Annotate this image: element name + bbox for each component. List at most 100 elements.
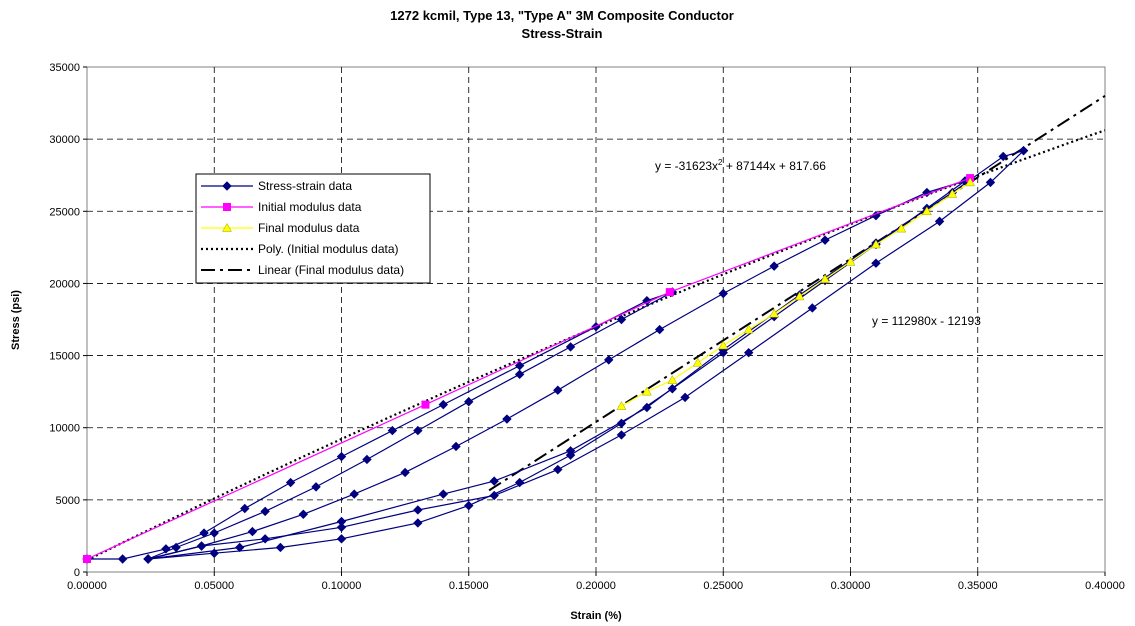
data-point xyxy=(820,274,830,283)
legend-label: Final modulus data xyxy=(258,221,360,235)
data-point xyxy=(349,489,359,499)
data-point xyxy=(743,324,754,334)
x-tick-label: 0.20000 xyxy=(576,580,616,592)
data-point xyxy=(260,534,270,544)
axis-ticks: 0.00000 0.05000 0.10000 0.15000 0.20000 0.250… xyxy=(49,62,1124,592)
data-point xyxy=(199,528,209,538)
data-point xyxy=(83,555,91,564)
data-point xyxy=(616,418,627,429)
data-point xyxy=(489,490,499,501)
x-tick-label: 0.05000 xyxy=(194,580,234,592)
data-point xyxy=(451,441,461,452)
legend-entry: Poly. (Initial modulus data) xyxy=(201,242,399,256)
legend-entry: Final modulus data xyxy=(201,221,360,235)
data-point xyxy=(616,430,627,440)
legend-entry: Initial modulus data xyxy=(201,200,362,214)
x-axis-label: Strain (%) xyxy=(570,610,622,622)
data-point xyxy=(413,518,423,528)
data-series xyxy=(82,145,1029,564)
data-point xyxy=(387,425,398,436)
y-tick-label: 35000 xyxy=(49,62,80,74)
y-tick-label: 10000 xyxy=(49,423,80,435)
y-tick-label: 25000 xyxy=(49,206,80,218)
y-tick-label: 0 xyxy=(74,567,80,579)
data-point xyxy=(641,386,652,396)
data-point xyxy=(642,402,652,413)
data-point xyxy=(871,239,881,249)
data-point xyxy=(247,526,258,537)
y-tick-label: 20000 xyxy=(49,278,80,290)
data-point xyxy=(1018,145,1029,156)
data-point xyxy=(665,288,674,297)
data-point xyxy=(209,548,219,558)
linear-trendline xyxy=(488,95,1106,492)
data-point xyxy=(260,506,270,517)
data-point xyxy=(845,256,856,266)
legend-entry: Stress-strain data xyxy=(201,179,352,193)
data-point xyxy=(871,258,881,268)
data-point xyxy=(421,400,430,409)
data-point xyxy=(222,222,232,232)
data-point xyxy=(667,375,678,384)
data-point xyxy=(820,235,830,245)
data-point xyxy=(285,477,296,488)
data-point xyxy=(234,542,245,553)
data-point xyxy=(604,355,614,365)
poly-equation-rest: + 87144x + 817.66 xyxy=(723,159,827,173)
series-line xyxy=(147,291,673,560)
data-point xyxy=(565,446,576,456)
series-stress-strain xyxy=(82,145,1029,564)
x-tick-label: 0.35000 xyxy=(958,580,998,592)
data-point xyxy=(413,425,423,436)
data-point xyxy=(489,476,499,486)
data-point xyxy=(336,522,347,532)
data-point xyxy=(514,369,525,380)
data-point xyxy=(934,216,945,227)
data-point xyxy=(616,314,627,325)
data-point xyxy=(998,151,1008,162)
data-point xyxy=(196,541,207,551)
data-point xyxy=(143,554,153,564)
series-final-modulus xyxy=(616,177,976,410)
poly-equation-main: y = -31623x xyxy=(655,159,718,173)
y-tick-label: 15000 xyxy=(49,351,80,363)
data-point xyxy=(553,385,563,395)
chart-title: 1272 kcmil, Type 13, "Type A" 3M Composi… xyxy=(390,8,734,23)
data-point xyxy=(514,477,525,488)
data-point xyxy=(985,177,996,188)
data-point xyxy=(794,291,805,301)
data-point xyxy=(171,542,181,553)
data-point xyxy=(896,223,907,233)
data-point xyxy=(565,342,576,352)
data-point xyxy=(240,503,250,514)
data-point xyxy=(502,414,512,424)
data-point xyxy=(692,357,703,367)
data-point xyxy=(642,296,652,306)
data-point xyxy=(718,288,728,299)
data-point xyxy=(438,489,449,499)
data-point xyxy=(922,187,932,198)
data-point xyxy=(336,534,347,544)
data-point xyxy=(921,206,932,216)
data-point xyxy=(438,399,449,410)
data-point xyxy=(947,188,958,198)
data-point xyxy=(275,542,286,553)
data-point xyxy=(413,505,423,515)
data-point xyxy=(400,467,410,478)
data-point xyxy=(654,324,665,335)
x-tick-label: 0.25000 xyxy=(703,580,743,592)
data-point xyxy=(464,500,474,511)
x-tick-label: 0.10000 xyxy=(322,580,362,592)
data-point xyxy=(743,347,754,358)
gridlines xyxy=(87,67,1105,572)
chart-subtitle: Stress-Strain xyxy=(522,26,603,41)
series-line xyxy=(86,177,971,560)
legend-entry: Linear (Final modulus data) xyxy=(201,263,404,277)
data-point xyxy=(667,384,678,394)
data-point xyxy=(464,397,474,407)
data-point xyxy=(222,181,232,191)
poly-equation-exponent: 2 xyxy=(718,158,723,167)
x-tick-label: 0.30000 xyxy=(831,580,871,592)
y-tick-label: 5000 xyxy=(56,495,80,507)
